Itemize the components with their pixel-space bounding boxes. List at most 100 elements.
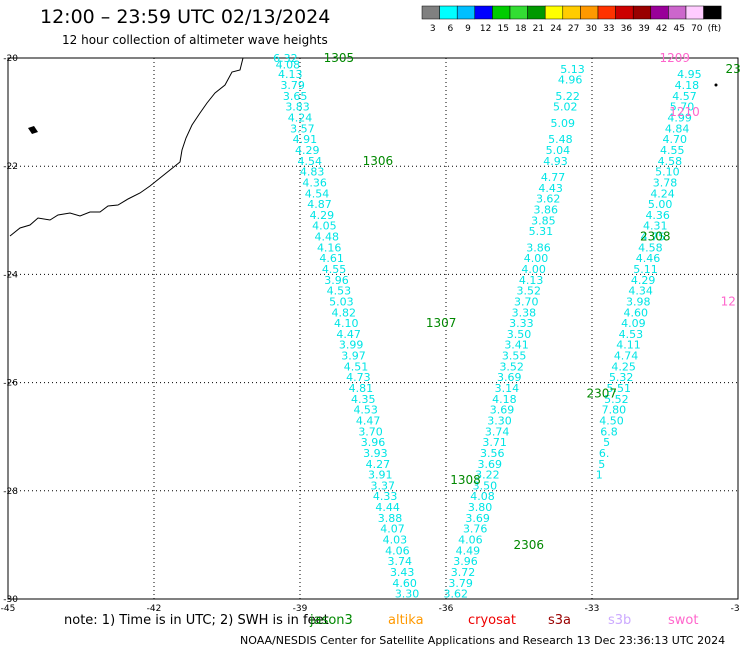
wave-height-point: 3.30: [487, 414, 512, 427]
wave-height-point: 4.06: [385, 544, 410, 557]
legend-swatch: [597, 5, 616, 20]
wave-height-point: 4.44: [375, 501, 400, 514]
legend-swatch: [439, 5, 458, 20]
wave-height-point: 5.32: [609, 371, 634, 384]
time-label: 2306: [513, 538, 544, 552]
wave-height-point: 4.29: [295, 144, 320, 157]
time-label: 1307: [426, 316, 457, 330]
wave-height-point: 3.38: [512, 306, 537, 319]
wave-height-point: 4.24: [650, 187, 675, 200]
wave-height-point: 3.62: [443, 588, 468, 601]
time-label: 1210: [669, 105, 700, 119]
wave-height-point: 3.43: [390, 566, 415, 579]
wave-height-point: 3.50: [507, 328, 532, 341]
wave-height-point: 3.79: [448, 577, 473, 590]
wave-height-point: 4.47: [336, 328, 361, 341]
wave-height-point: 4.48: [315, 231, 340, 244]
wave-height-point: 4.84: [665, 122, 690, 135]
x-tick-label: -30: [731, 604, 740, 614]
legend-swatch: [544, 5, 564, 20]
wave-height-point: 3.74: [485, 425, 510, 438]
wave-height-point: 3.98: [626, 295, 651, 308]
time-label: 2308: [640, 230, 671, 244]
chart-title: 12:00 – 23:59 UTC 02/13/2024: [40, 6, 331, 28]
wave-height-point: 5.09: [551, 117, 576, 130]
wave-height-point: 4.05: [312, 220, 337, 233]
time-label: 12: [721, 294, 736, 308]
satellite-s3a: s3a: [548, 613, 572, 628]
legend-label: 12: [480, 24, 491, 34]
x-tick-label: -45: [1, 604, 16, 614]
wave-height-point: 4.08: [276, 58, 301, 71]
wave-height-point: 4.73: [346, 371, 371, 384]
wave-height-point: 4.91: [293, 133, 318, 146]
wave-height-point: 4.57: [672, 90, 697, 103]
island-shape: [28, 126, 38, 134]
wave-height-point: 4.08: [470, 490, 495, 503]
wave-height-point: 4.81: [349, 382, 374, 395]
wave-height-point: 3.96: [324, 274, 349, 287]
wave-height-point: 4.70: [662, 133, 687, 146]
wave-height-point: 3.70: [514, 295, 539, 308]
coastline: [9, 57, 244, 237]
y-tick-label: -20: [3, 54, 18, 64]
wave-height-point: 4.29: [631, 274, 656, 287]
wave-height-point: 5: [603, 436, 610, 449]
x-tick-label: -36: [439, 604, 454, 614]
legend-label: 9: [465, 24, 471, 34]
legend-swatch: [421, 5, 440, 20]
note-text: note: 1) Time is in UTC; 2) SWH is in fe…: [64, 613, 329, 628]
wave-height-point: 5: [598, 458, 605, 471]
wave-height-point: 4.07: [380, 523, 405, 536]
wave-height-point: 3.69: [478, 458, 503, 471]
wave-height-point: 4.53: [353, 404, 378, 417]
wave-height-point: 4.16: [317, 241, 342, 254]
wave-height-point: 3.96: [361, 436, 386, 449]
wave-height-point: 3.37: [370, 479, 395, 492]
wave-height-point: 3.14: [495, 382, 520, 395]
legend-label: 33: [603, 24, 614, 34]
wave-height-point: 3.96: [453, 555, 478, 568]
wave-height-point: 3.41: [504, 339, 529, 352]
wave-height-point: 5.70: [670, 101, 695, 114]
y-tick-label: -30: [3, 595, 18, 605]
legend-label: 15: [497, 24, 508, 34]
wave-height-point: 5.13: [560, 63, 585, 76]
wave-height-point: 4.29: [310, 209, 335, 222]
wave-height-point: 3.57: [290, 122, 315, 135]
wave-height-point: 5.10: [655, 166, 680, 179]
legend-swatch: [580, 5, 599, 20]
wave-height-point: 4.43: [538, 182, 563, 195]
legend-swatch: [509, 5, 528, 20]
wave-height-point: 3.78: [653, 176, 678, 189]
time-label: 1305: [324, 51, 355, 65]
wave-height-point: 4.13: [278, 68, 303, 81]
wave-height-point: 3.65: [283, 90, 308, 103]
wave-height-point: 4.87: [307, 198, 332, 211]
wave-height-point: 3.33: [509, 317, 534, 330]
wave-height-point: 5.31: [529, 225, 554, 238]
x-tick-label: -39: [293, 604, 308, 614]
wave-height-point: 3.97: [341, 350, 366, 363]
wave-height-point: 4.13: [519, 274, 544, 287]
wave-height-point: 5.11: [633, 263, 658, 276]
wave-height-point: 4.49: [456, 544, 481, 557]
wave-height-point: 4.36: [645, 209, 670, 222]
wave-height-point: 4.47: [356, 414, 381, 427]
wave-height-point: 4.31: [643, 220, 668, 233]
wave-height-point: 4.54: [297, 155, 322, 168]
wave-height-point: 3.85: [531, 214, 556, 227]
legend-swatch: [562, 5, 581, 20]
legend-label: 42: [656, 24, 667, 34]
legend-swatch: [685, 5, 704, 20]
legend-label: 21: [533, 24, 544, 34]
legend-label: (ft): [708, 24, 722, 34]
wave-height-point: 4.77: [541, 171, 566, 184]
wave-height-point: 3.50: [473, 479, 498, 492]
legend-swatch: [456, 5, 476, 20]
plot-frame: [7, 57, 739, 600]
wave-height-point: 3.72: [451, 566, 476, 579]
wave-height-point: 4.55: [322, 263, 347, 276]
wave-height-point: 4.27: [366, 458, 391, 471]
wave-height-point: 4.93: [543, 155, 568, 168]
